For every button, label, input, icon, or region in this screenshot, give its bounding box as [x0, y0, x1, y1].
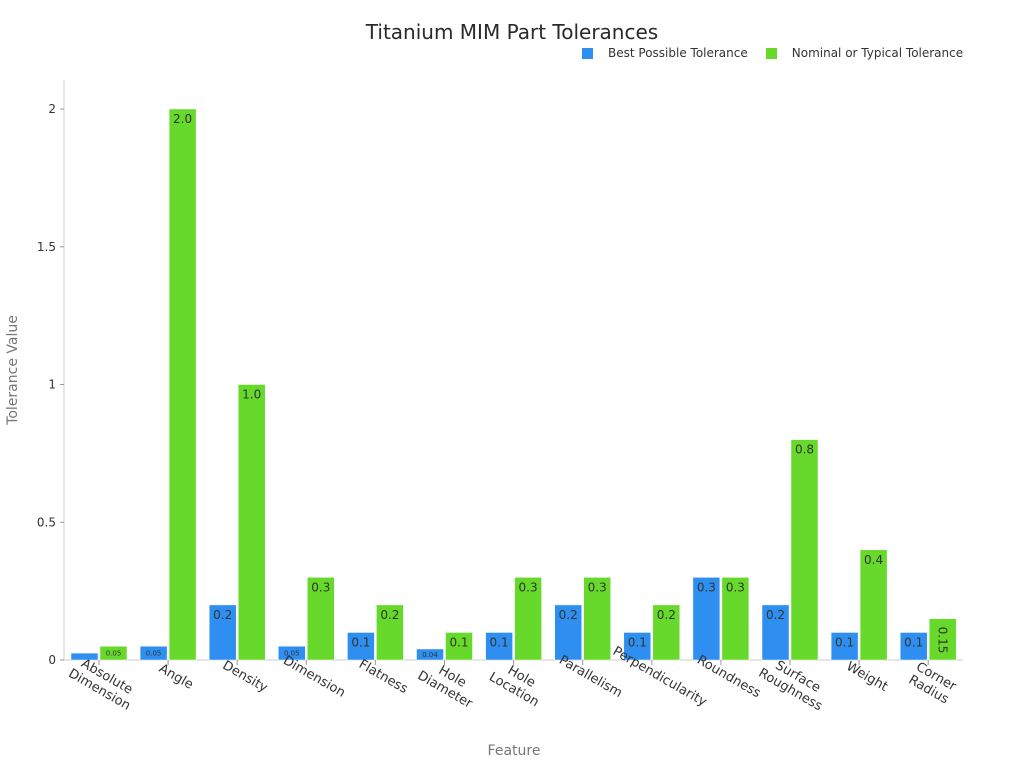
bar[interactable] — [514, 577, 542, 661]
bar[interactable] — [830, 632, 859, 661]
x-axis-label: Feature — [488, 743, 541, 759]
legend-label-best: Best Possible Tolerance — [608, 46, 748, 60]
bar-label: 0.2 — [380, 608, 399, 622]
legend-swatch-nominal — [765, 47, 777, 59]
bar[interactable] — [652, 604, 681, 661]
x-tick-label: HoleDiameter — [415, 655, 483, 712]
bar[interactable] — [445, 632, 473, 661]
bar[interactable] — [376, 604, 404, 661]
y-tick-label: 1.5 — [37, 240, 56, 254]
x-tick-label: Density — [220, 658, 271, 696]
legend-item-best[interactable]: Best Possible Tolerance — [582, 46, 748, 60]
bar-label: 0.04 — [422, 651, 438, 659]
y-axis-label: Tolerance Value — [5, 315, 21, 426]
y-tick-label: 0 — [48, 653, 56, 667]
bar-label: 0.8 — [795, 443, 814, 457]
bar-label: 0.05 — [284, 650, 300, 658]
bar-label: 0.1 — [351, 635, 370, 649]
bar[interactable] — [139, 645, 168, 661]
bar[interactable] — [623, 632, 652, 661]
legend-label-nominal: Nominal or Typical Tolerance — [791, 46, 964, 60]
bar[interactable] — [237, 384, 266, 661]
x-tick-label: AbsoluteDimension — [66, 653, 141, 714]
bar-label: 0.3 — [311, 580, 330, 594]
x-tick-label: Flatness — [356, 657, 410, 697]
bar[interactable] — [70, 652, 99, 661]
bar[interactable] — [99, 645, 128, 661]
bar[interactable] — [721, 577, 750, 661]
x-tick-label: SurfaceRoughness — [756, 653, 833, 715]
legend-swatch-best — [582, 47, 593, 59]
bar[interactable] — [859, 549, 888, 661]
bar-label: 0.05 — [146, 650, 162, 658]
x-tick-label: Angle — [156, 661, 196, 692]
bar-label: 0.1 — [628, 635, 647, 649]
bar-label: 0.4 — [864, 553, 883, 567]
bar[interactable] — [583, 577, 611, 661]
bar[interactable] — [416, 648, 444, 661]
bar[interactable] — [761, 604, 790, 661]
bar[interactable] — [347, 632, 375, 661]
bar-label: 1.0 — [242, 388, 261, 402]
y-tick-label: 0.5 — [37, 515, 56, 529]
bar-label: 0.1 — [449, 635, 468, 649]
bar-label: 2.0 — [173, 112, 192, 126]
x-tick-label: Weight — [843, 659, 890, 695]
bar-label: 0.1 — [835, 635, 854, 649]
bar[interactable] — [208, 604, 237, 661]
bar[interactable] — [692, 577, 721, 661]
bar-label: 0.3 — [519, 580, 538, 594]
bar-label: 0.1 — [490, 635, 509, 649]
bar-label: 0.15 — [936, 627, 950, 654]
bar[interactable] — [278, 645, 306, 661]
bar[interactable] — [790, 439, 819, 661]
legend-item-nominal[interactable]: Nominal or Typical Tolerance — [765, 46, 964, 60]
bar-label: 0.2 — [213, 608, 232, 622]
x-tick-label: CornerRadius — [906, 660, 959, 708]
bar-label: 0.2 — [559, 608, 578, 622]
bar[interactable] — [899, 632, 928, 661]
y-tick-label: 2 — [48, 102, 56, 116]
legend: Best Possible Tolerance Nominal or Typic… — [582, 46, 981, 60]
bar[interactable] — [485, 632, 513, 661]
bar-label: 0.3 — [726, 580, 745, 594]
bar-label: 0.2 — [766, 608, 785, 622]
x-tick-label: HoleLocation — [486, 657, 549, 710]
bar[interactable] — [554, 604, 582, 661]
bar-label: 0.3 — [697, 580, 716, 594]
bar-label: 0.2 — [657, 608, 676, 622]
chart-title: Titanium MIM Part Tolerances — [365, 20, 659, 44]
bar-label: 0.3 — [588, 580, 607, 594]
bar[interactable] — [928, 618, 957, 661]
bar[interactable] — [307, 577, 335, 661]
bar-label: 0.05 — [106, 650, 122, 658]
y-tick-label: 1 — [48, 378, 56, 392]
bar-label: 0.1 — [904, 635, 923, 649]
bar[interactable] — [168, 108, 197, 661]
